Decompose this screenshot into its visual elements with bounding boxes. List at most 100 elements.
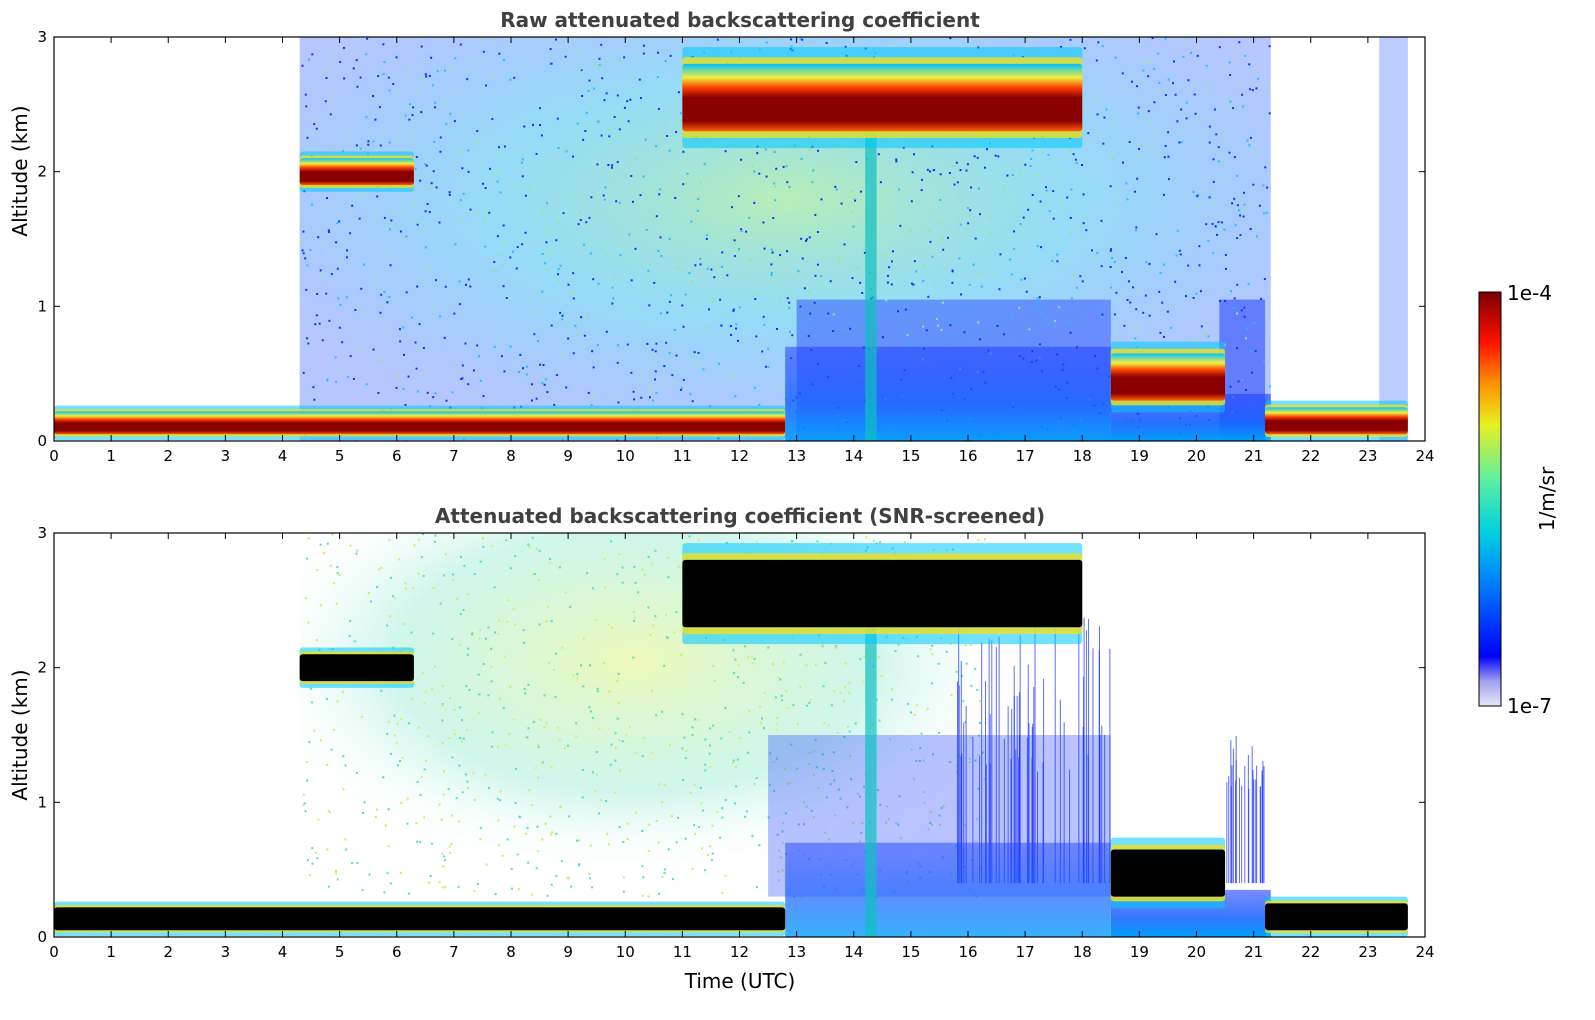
speckle <box>555 374 558 377</box>
speckle <box>783 767 786 770</box>
speckle <box>473 572 476 575</box>
speckle <box>629 403 632 406</box>
speckle <box>691 279 694 282</box>
speckle <box>1236 237 1239 240</box>
speckle <box>808 147 811 150</box>
speckle <box>655 819 658 822</box>
speckle <box>814 664 817 667</box>
speckle <box>785 690 788 693</box>
speckle <box>461 167 464 170</box>
speckle <box>302 803 305 806</box>
speckle <box>891 250 894 253</box>
speckle <box>1025 290 1028 293</box>
speckle <box>398 328 401 331</box>
speckle <box>524 692 527 695</box>
speckle <box>775 723 778 726</box>
speckle <box>465 685 468 688</box>
speckle <box>738 249 741 252</box>
speckle <box>700 182 703 185</box>
speckle <box>759 722 762 725</box>
speckle <box>788 301 791 304</box>
speckle <box>732 308 735 311</box>
speckle <box>709 727 712 730</box>
speckle <box>330 213 333 216</box>
speckle <box>467 149 470 152</box>
speckle <box>482 50 485 53</box>
speckle <box>441 719 444 722</box>
speckle <box>833 690 836 693</box>
speckle <box>328 231 331 234</box>
speckle <box>1182 55 1185 58</box>
speckle <box>838 256 841 259</box>
speckle <box>710 268 713 271</box>
speckle <box>616 439 619 441</box>
speckle <box>383 251 386 254</box>
speckle <box>619 769 622 772</box>
speckle <box>1192 296 1195 299</box>
speckle <box>657 249 660 252</box>
speckle <box>1136 85 1139 88</box>
speckle <box>451 638 454 641</box>
speckle <box>1265 211 1268 214</box>
speckle <box>1157 155 1160 158</box>
speckle <box>532 720 535 723</box>
speckle <box>1167 131 1170 134</box>
speckle <box>740 158 743 161</box>
speckle <box>405 235 408 238</box>
speckle <box>1125 142 1128 145</box>
speckle <box>781 841 784 844</box>
speckle <box>1249 227 1252 230</box>
speckle <box>694 264 697 267</box>
speckle <box>654 378 657 381</box>
speckle <box>712 665 715 668</box>
speckle <box>578 839 581 842</box>
speckle <box>898 795 901 798</box>
x-tick-label: 14 <box>844 943 863 961</box>
speckle <box>423 816 426 819</box>
speckle <box>1205 64 1208 67</box>
x-tick-label: 3 <box>221 447 231 465</box>
speckle <box>519 353 522 356</box>
speckle <box>812 169 815 172</box>
speckle <box>923 264 926 267</box>
speckle <box>479 629 482 632</box>
speckle <box>330 273 333 276</box>
speckle <box>521 158 524 161</box>
speckle <box>884 254 887 257</box>
speckle <box>703 326 706 329</box>
speckle <box>414 341 417 344</box>
speckle <box>356 85 359 88</box>
speckle <box>1079 275 1082 278</box>
speckle <box>807 335 810 338</box>
speckle <box>596 344 599 347</box>
speckle <box>653 356 656 359</box>
speckle <box>966 206 969 209</box>
speckle <box>433 540 436 543</box>
speckle <box>1036 297 1039 300</box>
speckle <box>617 401 620 404</box>
speckle <box>1114 56 1117 59</box>
speckle <box>406 797 409 800</box>
speckle <box>1211 202 1214 205</box>
speckle <box>548 254 551 257</box>
speckle <box>682 778 685 781</box>
speckle <box>745 810 748 813</box>
speckle <box>673 631 676 634</box>
speckle <box>1189 338 1192 341</box>
speckle <box>1159 271 1162 274</box>
speckle <box>308 874 311 877</box>
speckle <box>1082 193 1085 196</box>
speckle <box>1093 96 1096 99</box>
speckle <box>1242 105 1245 108</box>
speckle <box>574 324 577 327</box>
speckle <box>767 347 770 350</box>
speckle <box>659 312 662 315</box>
speckle <box>675 611 678 614</box>
speckle <box>788 288 791 291</box>
speckle <box>518 370 521 373</box>
speckle <box>647 895 650 898</box>
speckle <box>318 322 321 325</box>
speckle <box>610 540 613 543</box>
speckle <box>319 604 322 607</box>
speckle <box>566 876 569 879</box>
